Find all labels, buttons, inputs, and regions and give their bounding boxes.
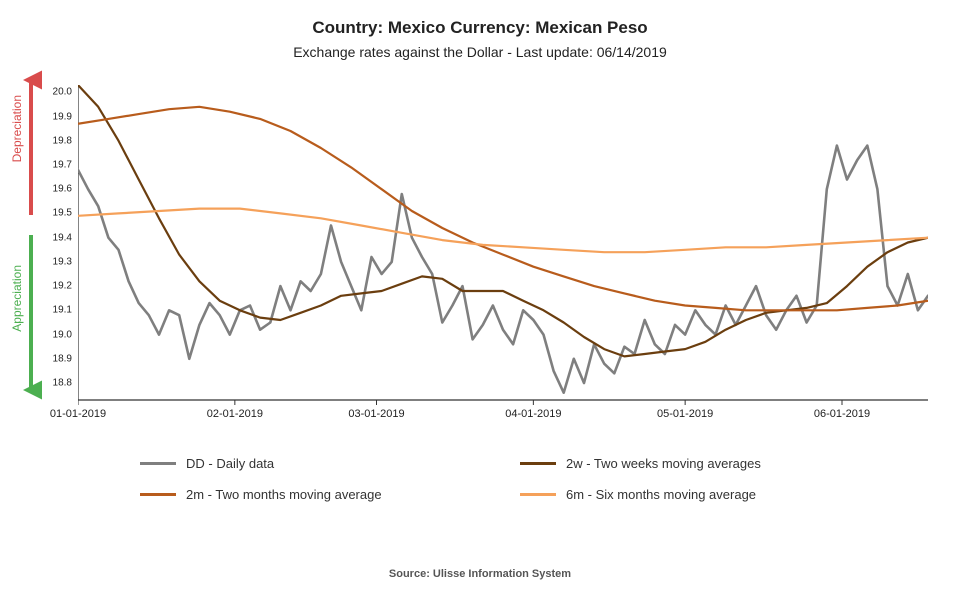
chart-plot-area: 18.818.919.019.119.219.319.419.519.619.7… — [78, 85, 928, 400]
y-tick-label: 19.7 — [44, 159, 72, 170]
x-tick-label: 02-01-2019 — [207, 408, 263, 420]
y-tick-label: 19.4 — [44, 232, 72, 243]
y-tick-label: 19.0 — [44, 329, 72, 340]
chart-legend: DD - Daily data 2w - Two weeks moving ave… — [140, 448, 900, 510]
legend-swatch — [520, 493, 556, 496]
appreciation-label: Appreciation — [10, 265, 24, 332]
legend-label: 6m - Six months moving average — [566, 487, 756, 502]
y-tick-label: 20.0 — [44, 87, 72, 98]
legend-item: 2m - Two months moving average — [140, 479, 520, 510]
y-tick-label: 19.2 — [44, 281, 72, 292]
depreciation-label: Depreciation — [10, 95, 24, 162]
x-tick-label: 04-01-2019 — [505, 408, 561, 420]
chart-subtitle: Exchange rates against the Dollar - Last… — [0, 38, 960, 60]
legend-swatch — [140, 462, 176, 465]
x-tick-label: 05-01-2019 — [657, 408, 713, 420]
x-tick-label: 01-01-2019 — [50, 408, 106, 420]
y-tick-label: 18.9 — [44, 353, 72, 364]
y-tick-label: 18.8 — [44, 378, 72, 389]
line-chart-svg — [78, 85, 928, 440]
y-tick-label: 19.9 — [44, 111, 72, 122]
legend-item: DD - Daily data — [140, 448, 520, 479]
legend-item: 2w - Two weeks moving averages — [520, 448, 900, 479]
y-tick-label: 19.5 — [44, 208, 72, 219]
y-tick-label: 19.1 — [44, 305, 72, 316]
y-tick-label: 19.6 — [44, 184, 72, 195]
x-tick-label: 03-01-2019 — [348, 408, 404, 420]
legend-swatch — [140, 493, 176, 496]
legend-label: 2w - Two weeks moving averages — [566, 456, 761, 471]
legend-label: 2m - Two months moving average — [186, 487, 382, 502]
source-label: Source: Ulisse Information System — [0, 568, 960, 580]
y-tick-label: 19.3 — [44, 256, 72, 267]
legend-label: DD - Daily data — [186, 456, 274, 471]
legend-item: 6m - Six months moving average — [520, 479, 900, 510]
legend-swatch — [520, 462, 556, 465]
chart-title: Country: Mexico Currency: Mexican Peso — [0, 0, 960, 38]
x-tick-label: 06-01-2019 — [814, 408, 870, 420]
y-tick-label: 19.8 — [44, 135, 72, 146]
